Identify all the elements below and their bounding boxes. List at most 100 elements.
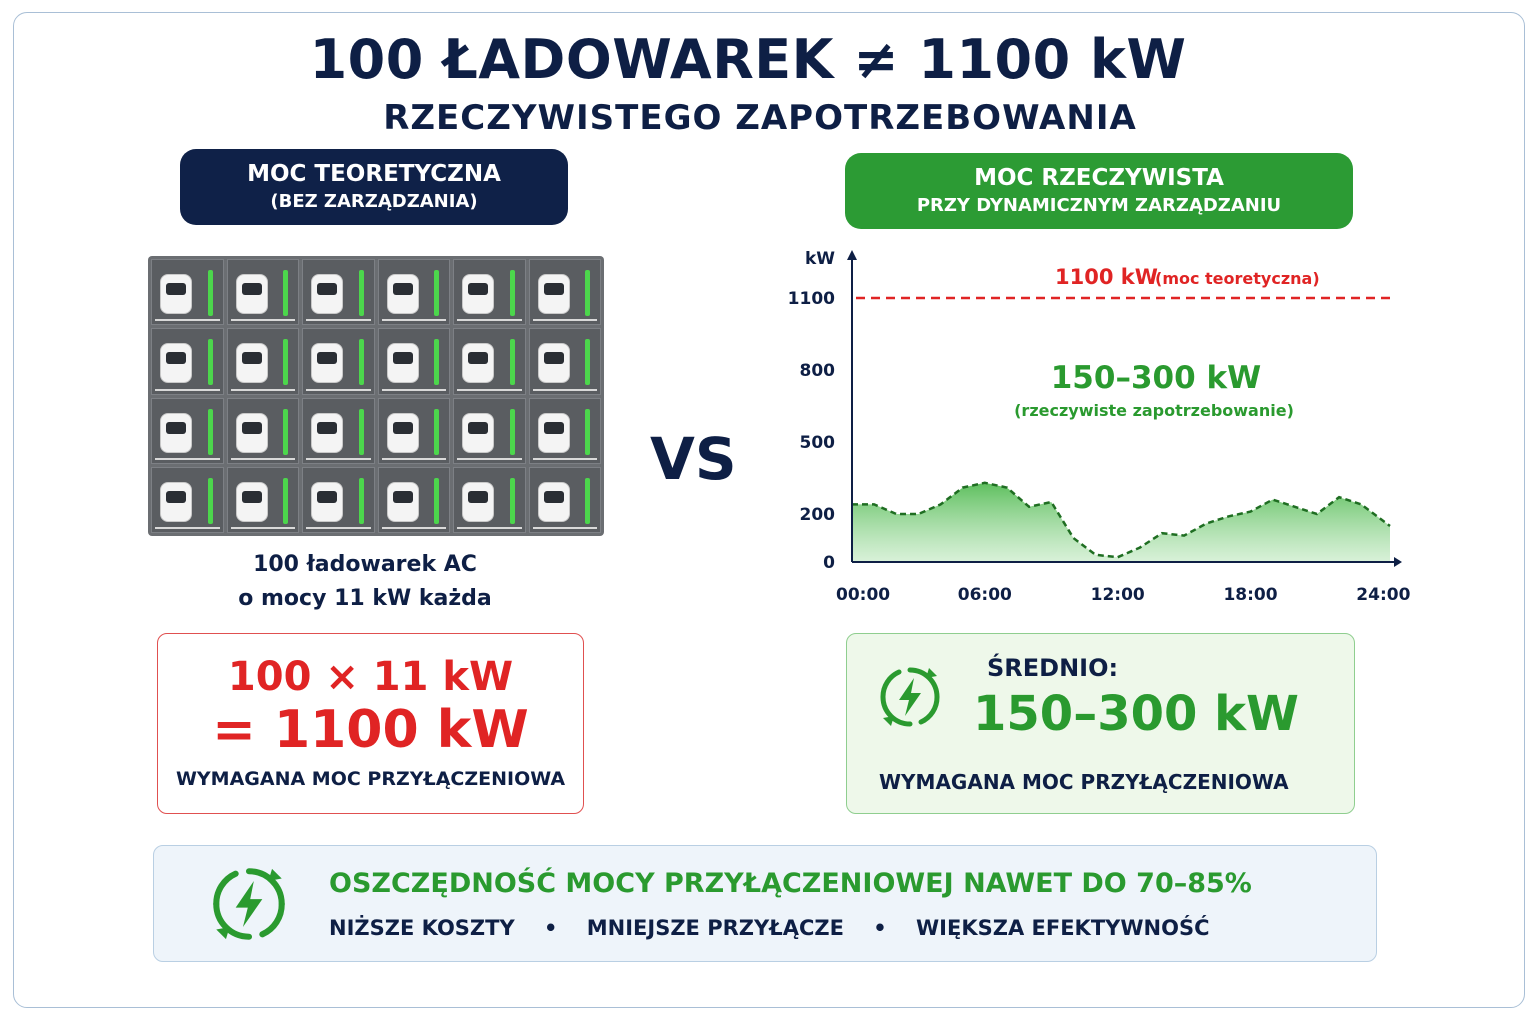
charger	[434, 408, 439, 455]
bay-line	[230, 319, 295, 322]
parking-bay	[453, 328, 526, 395]
bay-line	[381, 457, 446, 460]
charger	[358, 270, 364, 316]
parking-bay	[528, 259, 601, 326]
parking-bay	[226, 466, 299, 533]
demand-area	[852, 482, 1390, 562]
lightning-cycle-icon	[209, 864, 289, 948]
x-tick-label: 24:00	[1356, 585, 1410, 605]
x-tick-label: 12:00	[1091, 585, 1145, 605]
y-tick-label: 1100	[788, 289, 835, 309]
theoretical-limit-note: (moc teoretyczna)	[1155, 269, 1320, 288]
car	[462, 481, 494, 522]
car	[160, 343, 192, 384]
theoretical-power-subtitle: (BEZ ZARZĄDZANIA)	[270, 191, 478, 212]
x-tick-label: 06:00	[958, 585, 1012, 605]
page-title: 100 ŁADOWAREK ≠ 1100 kW	[309, 28, 1187, 91]
bay-line	[381, 388, 446, 391]
car	[462, 343, 494, 384]
bay-line	[381, 527, 446, 529]
parking-bay	[151, 259, 224, 326]
charger	[207, 339, 213, 386]
benefit-separator: •	[873, 916, 887, 940]
charger	[585, 339, 590, 386]
bay-line	[306, 527, 371, 529]
charger	[283, 477, 288, 524]
parking-bay	[226, 328, 299, 395]
parking-bay	[302, 466, 375, 533]
bay-line	[230, 457, 295, 460]
car	[235, 481, 268, 522]
car	[386, 343, 419, 384]
theoretical-power-title: MOC TEORETYCZNA	[247, 161, 501, 187]
bay-line	[532, 457, 597, 460]
formula-line1: 100 × 11 kW	[227, 654, 514, 700]
bay-line	[155, 319, 220, 322]
parking-bay	[528, 328, 601, 395]
y-axis-label: kW	[805, 249, 835, 269]
charger	[585, 477, 590, 524]
average-note: WYMAGANA MOC PRZYŁĄCZENIOWA	[879, 770, 1289, 794]
charger	[509, 270, 515, 316]
parking-bay	[226, 397, 299, 464]
charger	[509, 408, 515, 455]
parking-bay	[377, 466, 450, 533]
formula-result: = 1100 kW	[212, 700, 529, 760]
benefit-item: NIŻSZE KOSZTY	[329, 916, 515, 940]
car	[160, 481, 192, 522]
benefit-separator: •	[544, 916, 558, 940]
charger	[358, 477, 364, 524]
car	[386, 481, 419, 522]
bay-line	[306, 319, 371, 322]
car	[462, 412, 494, 453]
chargers-caption: 100 ładowarek AC o mocy 11 kW każda	[150, 548, 580, 616]
parking-bay	[453, 397, 526, 464]
benefits-list: NIŻSZE KOSZTY • MNIEJSZE PRZYŁĄCZE • WIĘ…	[329, 916, 1209, 940]
y-axis-arrow	[847, 250, 857, 260]
charger	[434, 270, 439, 316]
bay-line	[306, 457, 371, 460]
lightning-cycle-icon	[877, 664, 943, 734]
parking-lot-image	[148, 256, 604, 536]
average-label: ŚREDNIO:	[987, 654, 1119, 682]
benefit-item: MNIEJSZE PRZYŁĄCZE	[586, 916, 844, 940]
y-tick-label: 200	[800, 505, 836, 525]
real-power-title: MOC RZECZYWISTA	[974, 165, 1224, 191]
bay-line	[155, 457, 220, 460]
charger	[283, 339, 288, 386]
bay-line	[230, 527, 295, 529]
car	[160, 274, 192, 314]
car	[386, 274, 419, 314]
car	[537, 274, 570, 314]
bay-line	[457, 457, 522, 460]
bay-line	[306, 388, 371, 391]
theoretical-power-pill: MOC TEORETYCZNA (BEZ ZARZĄDZANIA)	[180, 149, 568, 225]
bay-line	[381, 319, 446, 322]
bay-line	[230, 388, 295, 391]
bay-line	[532, 319, 597, 322]
parking-bay	[453, 259, 526, 326]
charger	[207, 270, 213, 316]
car	[386, 412, 419, 453]
vs-label: VS	[650, 425, 737, 493]
parking-bay	[453, 466, 526, 533]
charger	[283, 270, 288, 316]
bay-line	[457, 388, 522, 391]
benefit-item: WIĘKSZA EFEKTYWNOŚĆ	[916, 916, 1210, 940]
charger	[283, 408, 288, 455]
parking-bay	[377, 397, 450, 464]
car	[537, 481, 570, 522]
parking-bay	[302, 259, 375, 326]
bay-line	[155, 527, 220, 529]
car	[311, 481, 343, 522]
parking-bay	[377, 328, 450, 395]
real-power-subtitle: PRZY DYNAMICZNYM ZARZĄDZANIU	[916, 195, 1282, 216]
bay-line	[155, 388, 220, 391]
bay-line	[457, 319, 522, 322]
charger	[585, 408, 590, 455]
bay-line	[532, 388, 597, 391]
car	[235, 274, 268, 314]
car	[160, 412, 192, 453]
parking-bay	[151, 397, 224, 464]
theoretical-limit-label: 1100 kW	[1055, 265, 1158, 289]
